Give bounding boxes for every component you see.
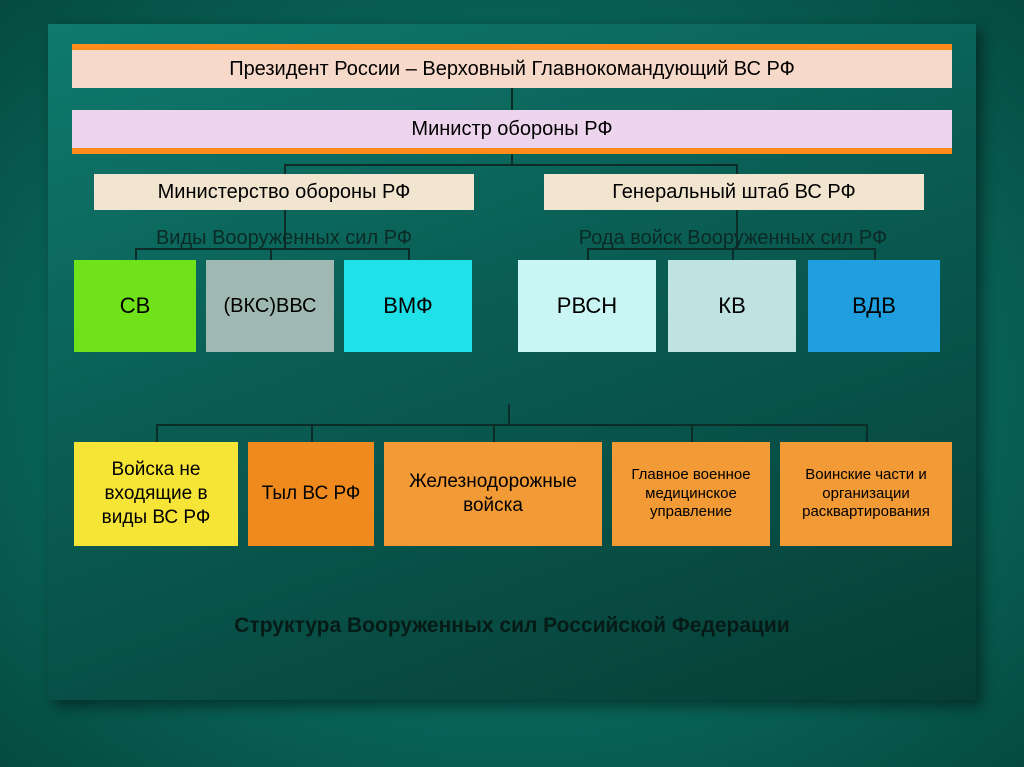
box-quartering: Воинские части и организации расквартиро… — [780, 442, 952, 546]
box-rear: Тыл ВС РФ — [248, 442, 374, 546]
box-vmf: ВМФ — [344, 260, 472, 352]
box-medical: Главное военное медицинское управление — [612, 442, 770, 546]
connector — [736, 164, 738, 174]
box-sv: СВ — [74, 260, 196, 352]
connector — [511, 154, 513, 164]
section-b-label: Рода войск Вооруженных сил РФ — [518, 224, 948, 252]
president-box: Президент России – Верховный Главнокоман… — [72, 44, 952, 88]
connector — [311, 424, 313, 442]
connector — [284, 164, 738, 166]
box-vdv: ВДВ — [808, 260, 940, 352]
connector — [691, 424, 693, 442]
diagram-title: Структура Вооруженных сил Российской Фед… — [48, 614, 976, 638]
box-railway: Железнодорожные войска — [384, 442, 602, 546]
ministry-box: Министерство обороны РФ — [94, 174, 474, 210]
connector — [284, 164, 286, 174]
minister-box: Министр обороны РФ — [72, 110, 952, 154]
section-a-label: Виды Вооруженных сил РФ — [94, 224, 474, 252]
connector — [511, 88, 513, 110]
connector — [493, 424, 495, 442]
genstaff-box: Генеральный штаб ВС РФ — [544, 174, 924, 210]
connector — [156, 424, 158, 442]
box-kv: КВ — [668, 260, 796, 352]
box-non-branch-troops: Войска не входящие в виды ВС РФ — [74, 442, 238, 546]
box-rvsn: РВСН — [518, 260, 656, 352]
box-vks: (ВКС)ВВС — [206, 260, 334, 352]
diagram-panel: Президент России – Верховный Главнокоман… — [48, 24, 976, 700]
connector — [866, 424, 868, 442]
connector — [508, 404, 510, 424]
connector — [156, 424, 866, 426]
